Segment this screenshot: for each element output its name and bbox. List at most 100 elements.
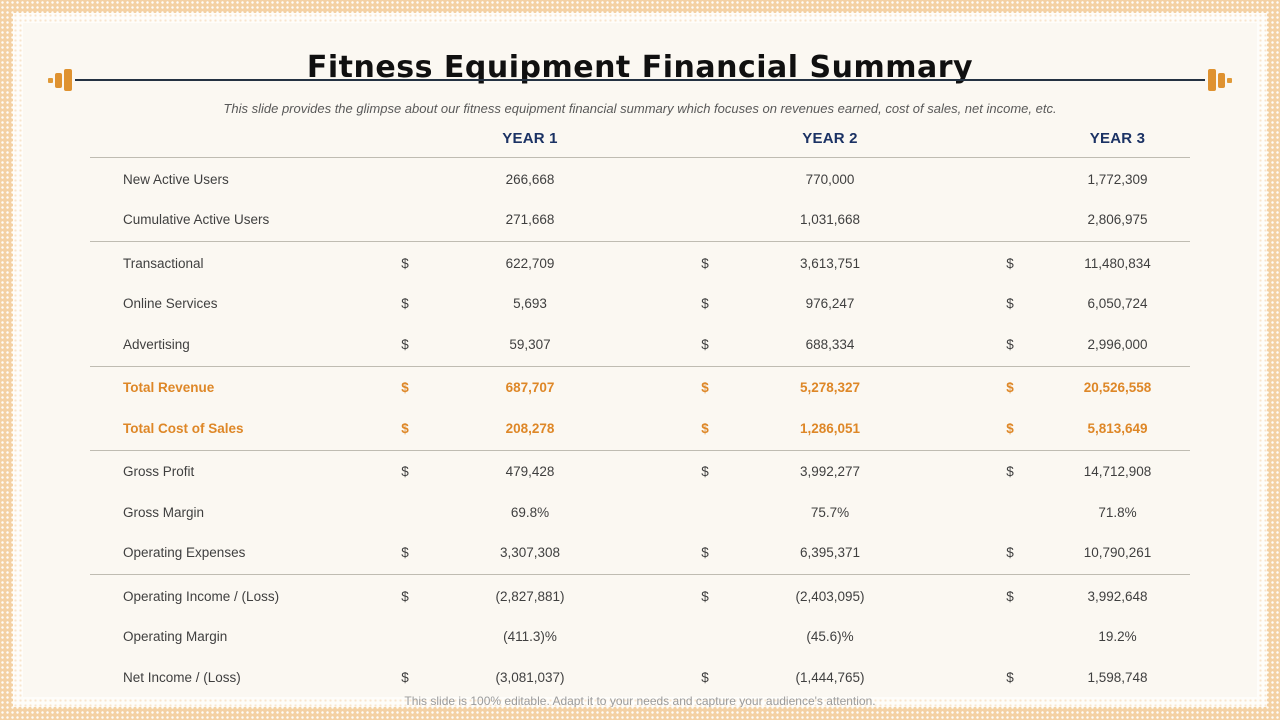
table-row-cumulative-active-users: Cumulative Active Users 271,668 1,031,66… <box>90 200 1190 241</box>
row-label: Operating Income / (Loss) <box>123 588 280 604</box>
currency-symbol: $ <box>1006 380 1014 396</box>
currency-symbol: $ <box>401 420 409 436</box>
currency-symbol: $ <box>701 669 709 685</box>
table-row-net-income-loss: Net Income / (Loss) $ (3,081,037) $ (1,4… <box>90 657 1190 698</box>
year2-value: 770,000 <box>805 171 855 187</box>
table-row-advertising: Advertising $ 59,307 $ 688,334 $ 2,996,0… <box>90 324 1190 365</box>
year1-value: 687,707 <box>505 380 555 396</box>
financial-summary-table: YEAR 1 YEAR 2 YEAR 3 New Active Users 26… <box>90 120 1190 699</box>
row-label: Advertising <box>123 336 190 352</box>
dumbbell-dash <box>48 77 53 83</box>
row-label: Operating Margin <box>123 629 228 645</box>
year3-value: 2,806,975 <box>1087 212 1148 228</box>
currency-symbol: $ <box>701 380 709 396</box>
year1-value: 5,693 <box>513 296 547 312</box>
row-label: Total Revenue <box>123 380 215 396</box>
row-label: Net Income / (Loss) <box>123 669 241 685</box>
currency-symbol: $ <box>1006 336 1014 352</box>
year3-value: 5,813,649 <box>1087 420 1148 436</box>
row-label: Operating Expenses <box>123 545 246 561</box>
year2-value: 976,247 <box>805 296 855 312</box>
row-label: New Active Users <box>123 171 229 187</box>
year1-value: (411.3)% <box>503 629 557 645</box>
column-header-year1: YEAR 1 <box>502 130 558 147</box>
section-totals: Total Revenue $ 687,707 $ 5,278,327 $ 20… <box>90 365 1190 450</box>
table-row-transactional: Transactional $ 622,709 $ 3,613,751 $ 11… <box>90 243 1190 284</box>
dumbbell-left-icon <box>48 69 72 91</box>
table-row-gross-profit: Gross Profit $ 479,428 $ 3,992,277 $ 14,… <box>90 452 1190 493</box>
year3-value: 71.8% <box>1098 504 1137 520</box>
year1-value: 59,307 <box>509 336 551 352</box>
slide-content-background <box>23 23 1257 697</box>
column-header-year3: YEAR 3 <box>1089 130 1146 147</box>
table-row-total-cost-of-sales: Total Cost of Sales $ 208,278 $ 1,286,05… <box>90 408 1190 449</box>
currency-symbol: $ <box>401 669 409 685</box>
currency-symbol: $ <box>1006 255 1014 271</box>
year1-value: (3,081,037) <box>495 669 565 685</box>
table-row-gross-margin: Gross Margin 69.8% 75.7% 71.8% <box>90 492 1190 533</box>
currency-symbol: $ <box>1006 296 1014 312</box>
year3-value: 1,772,309 <box>1087 171 1148 187</box>
currency-symbol: $ <box>401 545 409 561</box>
year2-value: (2,403,095) <box>795 588 865 604</box>
year2-value: 3,613,751 <box>799 255 861 271</box>
table-row-total-revenue: Total Revenue $ 687,707 $ 5,278,327 $ 20… <box>90 368 1190 409</box>
year2-value: 1,031,668 <box>799 212 861 228</box>
year1-value: 208,278 <box>505 420 555 436</box>
currency-symbol: $ <box>401 380 409 396</box>
column-header-year2: YEAR 2 <box>802 130 858 147</box>
currency-symbol: $ <box>1006 545 1014 561</box>
year2-value: 6,395,371 <box>799 545 861 561</box>
table-row-new-active-users: New Active Users 266,668 770,000 1,772,3… <box>90 159 1190 200</box>
year2-value: 1,286,051 <box>799 420 861 436</box>
dumbbell-dash <box>1227 77 1232 83</box>
currency-symbol: $ <box>701 255 709 271</box>
currency-symbol: $ <box>1006 420 1014 436</box>
table-row-operating-income-loss: Operating Income / (Loss) $ (2,827,881) … <box>90 576 1190 617</box>
section-income: Operating Income / (Loss) $ (2,827,881) … <box>90 574 1190 699</box>
dumbbell-bar <box>1208 69 1216 91</box>
row-label: Gross Profit <box>123 464 195 480</box>
currency-symbol: $ <box>701 588 709 604</box>
year2-value: 75.7% <box>810 504 850 520</box>
dumbbell-bar <box>1218 72 1225 88</box>
editable-note: This slide is 100% editable. Adapt it to… <box>404 694 876 707</box>
section-gross: Gross Profit $ 479,428 $ 3,992,277 $ 14,… <box>90 449 1190 575</box>
year1-value: 622,709 <box>505 255 555 271</box>
currency-symbol: $ <box>1006 588 1014 604</box>
year2-value: 688,334 <box>805 336 855 352</box>
row-label: Total Cost of Sales <box>123 420 244 436</box>
year2-value: 3,992,277 <box>799 464 861 480</box>
section-revenue-streams: Transactional $ 622,709 $ 3,613,751 $ 11… <box>90 241 1190 366</box>
currency-symbol: $ <box>401 464 409 480</box>
year1-value: 271,668 <box>505 212 555 228</box>
currency-symbol: $ <box>1006 464 1014 480</box>
year3-value: 19.2% <box>1098 629 1137 645</box>
divider-line <box>75 79 1205 81</box>
footer-strip: This slide is 100% editable. Adapt it to… <box>0 694 1280 707</box>
row-label: Gross Margin <box>123 504 205 520</box>
year1-value: 266,668 <box>505 171 555 187</box>
year3-value: 20,526,558 <box>1083 380 1152 396</box>
title-divider <box>48 68 1232 92</box>
year3-value: 1,598,748 <box>1087 669 1148 685</box>
year2-value: 5,278,327 <box>799 380 861 396</box>
currency-symbol: $ <box>401 588 409 604</box>
section-users: New Active Users 266,668 770,000 1,772,3… <box>90 158 1190 241</box>
year2-value: (45.6)% <box>806 629 854 645</box>
table-header-row: YEAR 1 YEAR 2 YEAR 3 <box>90 120 1190 158</box>
year1-value: 69.8% <box>510 504 550 520</box>
year1-value: 3,307,308 <box>499 545 561 561</box>
table-row-online-services: Online Services $ 5,693 $ 976,247 $ 6,05… <box>90 284 1190 325</box>
currency-symbol: $ <box>1006 669 1014 685</box>
currency-symbol: $ <box>701 464 709 480</box>
year3-value: 10,790,261 <box>1083 545 1152 561</box>
row-label: Transactional <box>123 255 204 271</box>
year3-value: 2,996,000 <box>1087 336 1148 352</box>
year3-value: 3,992,648 <box>1087 588 1148 604</box>
currency-symbol: $ <box>401 255 409 271</box>
year3-value: 6,050,724 <box>1087 296 1148 312</box>
year2-value: (1,444,765) <box>795 669 865 685</box>
currency-symbol: $ <box>401 336 409 352</box>
dumbbell-right-icon <box>1208 69 1232 91</box>
